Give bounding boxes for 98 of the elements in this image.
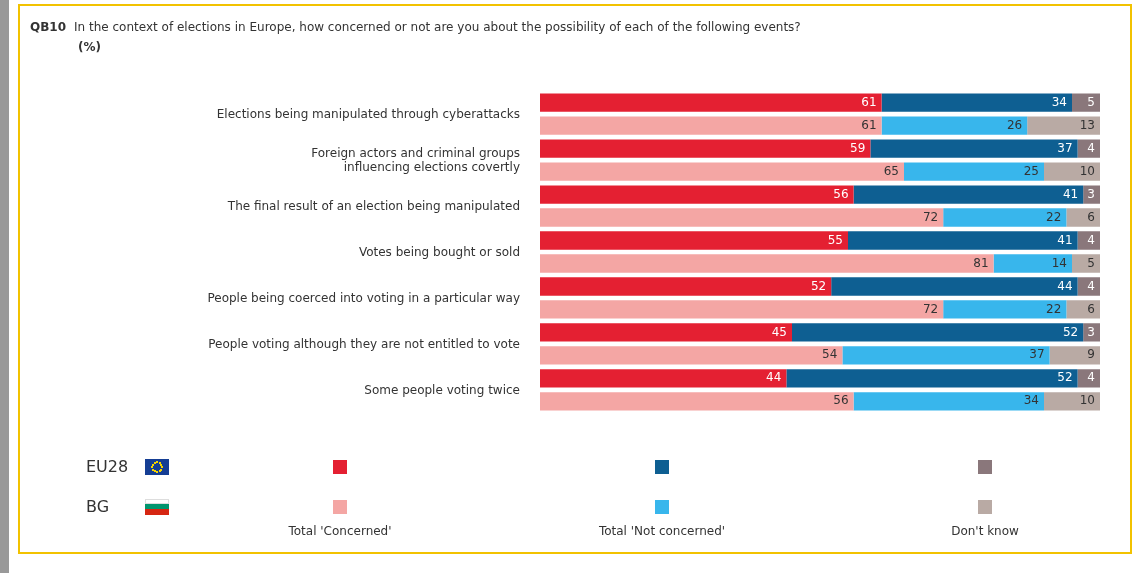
bar <box>1077 277 1100 296</box>
data-label: 45 <box>771 324 787 339</box>
bar <box>540 300 944 319</box>
bar <box>1049 346 1100 365</box>
data-label: 14 <box>1051 255 1067 270</box>
data-label: 4 <box>1087 232 1095 247</box>
data-label: 3 <box>1087 324 1095 339</box>
data-label: 55 <box>827 232 843 247</box>
bar <box>1044 392 1100 411</box>
data-label: 59 <box>850 140 866 155</box>
y-tick-label: People voting although they are not entitled to vote <box>208 337 520 352</box>
bar <box>540 323 792 342</box>
y-tick-label: People being coerced into voting in a particular way <box>207 291 520 306</box>
data-label: 72 <box>922 209 939 224</box>
data-label: 72 <box>922 301 939 316</box>
bar <box>540 254 994 273</box>
bar <box>881 116 1028 135</box>
data-label: 9 <box>1087 347 1095 362</box>
bar <box>792 323 1084 342</box>
data-label: 13 <box>1079 117 1095 132</box>
data-label: 52 <box>1057 370 1073 385</box>
legend-label: Total 'Not concerned' <box>598 524 726 538</box>
bar <box>1077 139 1100 158</box>
bar <box>1083 323 1100 342</box>
bar <box>853 185 1084 204</box>
bar <box>831 277 1078 296</box>
y-tick-label: The final result of an election being manipulated <box>226 199 520 214</box>
y-tick-label: Foreign actors and criminal groups influencing elections covertly <box>311 146 520 175</box>
text: (%) <box>78 40 101 54</box>
bar <box>540 369 787 388</box>
bar <box>904 162 1044 181</box>
data-label: 81 <box>973 255 989 270</box>
data-label: 37 <box>1057 140 1073 155</box>
text: BG <box>86 497 110 516</box>
y-tick-label: Elections being manipulated through cyberattacks <box>216 107 520 122</box>
data-label: 25 <box>1023 163 1039 178</box>
data-label: 4 <box>1087 278 1095 293</box>
bar <box>1066 208 1100 227</box>
data-label: 6 <box>1087 209 1095 224</box>
bar <box>848 231 1078 250</box>
data-label: 34 <box>1051 94 1067 109</box>
bar <box>853 392 1044 411</box>
data-label: 4 <box>1087 370 1095 385</box>
bar <box>1077 369 1100 388</box>
data-label: 41 <box>1062 186 1079 201</box>
bar <box>540 185 854 204</box>
bar <box>1072 93 1100 112</box>
bar <box>1077 231 1100 250</box>
bar <box>540 208 944 227</box>
bar <box>993 254 1072 273</box>
bar <box>540 93 882 112</box>
legend-label: Total 'Concerned' <box>288 524 392 538</box>
data-label: 5 <box>1087 94 1095 109</box>
data-label: 44 <box>1057 278 1073 293</box>
bar <box>943 300 1067 319</box>
data-label: 22 <box>1046 209 1062 224</box>
data-label: 65 <box>883 163 899 178</box>
data-label: 10 <box>1079 163 1095 178</box>
text: QB10 In the context of elections in Europe, how concerned or not are you about the possibility of each of the following events? <box>30 20 801 34</box>
bar <box>1027 116 1100 135</box>
data-label: 37 <box>1029 347 1045 362</box>
bar <box>540 277 832 296</box>
data-label: 56 <box>833 393 849 408</box>
data-label: 22 <box>1046 301 1062 316</box>
text: EU28 <box>86 457 129 476</box>
bar <box>1044 162 1100 181</box>
data-label: 5 <box>1087 255 1095 270</box>
data-label: 26 <box>1006 117 1023 132</box>
bar <box>1072 254 1100 273</box>
y-tick-label: Votes being bought or sold <box>358 245 520 260</box>
data-label: 41 <box>1057 232 1073 247</box>
data-label: 56 <box>833 186 849 201</box>
data-label: 54 <box>822 347 838 362</box>
bar <box>870 139 1078 158</box>
data-label: 52 <box>1062 324 1079 339</box>
data-label: 61 <box>861 94 877 109</box>
bar <box>842 346 1050 365</box>
y-tick-label: Some people voting twice <box>364 382 520 397</box>
bar <box>943 208 1067 227</box>
bar <box>540 231 848 250</box>
bar <box>1066 300 1100 319</box>
bar <box>1083 185 1100 204</box>
data-label: 3 <box>1087 186 1095 201</box>
bar <box>881 93 1072 112</box>
legend-label: Don't know <box>951 524 1019 538</box>
bar <box>540 162 904 181</box>
data-label: 4 <box>1087 140 1095 155</box>
bar <box>540 116 882 135</box>
bar <box>540 346 843 365</box>
data-label: 52 <box>810 278 827 293</box>
bar <box>786 369 1078 388</box>
data-label: 44 <box>766 370 782 385</box>
bar <box>540 139 871 158</box>
bar <box>540 392 854 411</box>
data-label: 61 <box>861 117 877 132</box>
data-label: 6 <box>1087 301 1095 316</box>
data-label: 34 <box>1023 393 1039 408</box>
data-label: 10 <box>1079 393 1095 408</box>
